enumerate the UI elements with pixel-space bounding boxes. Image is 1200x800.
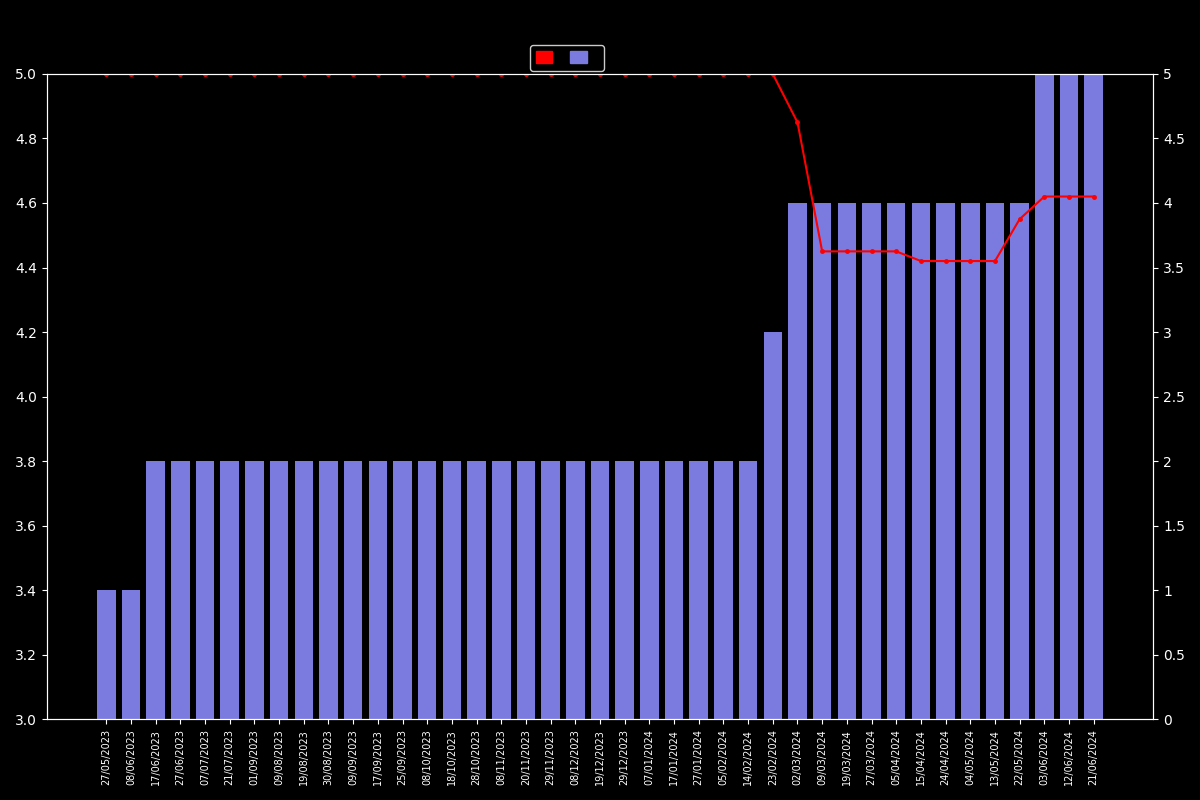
Bar: [1010, 203, 1028, 719]
Bar: [146, 461, 164, 719]
Bar: [985, 203, 1004, 719]
Bar: [344, 461, 362, 719]
Bar: [912, 203, 930, 719]
Bar: [812, 203, 832, 719]
Bar: [294, 461, 313, 719]
Legend: , : ,: [530, 46, 604, 70]
Bar: [863, 203, 881, 719]
Bar: [665, 461, 683, 719]
Bar: [1085, 74, 1103, 719]
Bar: [418, 461, 437, 719]
Bar: [467, 461, 486, 719]
Bar: [838, 203, 856, 719]
Bar: [616, 461, 634, 719]
Bar: [788, 203, 806, 719]
Bar: [690, 461, 708, 719]
Bar: [739, 461, 757, 719]
Bar: [270, 461, 288, 719]
Bar: [566, 461, 584, 719]
Bar: [1060, 74, 1079, 719]
Bar: [319, 461, 337, 719]
Bar: [763, 332, 782, 719]
Bar: [394, 461, 412, 719]
Bar: [121, 590, 140, 719]
Bar: [1036, 74, 1054, 719]
Bar: [443, 461, 461, 719]
Bar: [541, 461, 560, 719]
Bar: [172, 461, 190, 719]
Bar: [196, 461, 215, 719]
Bar: [590, 461, 610, 719]
Bar: [640, 461, 659, 719]
Bar: [492, 461, 510, 719]
Bar: [221, 461, 239, 719]
Bar: [368, 461, 388, 719]
Bar: [97, 590, 115, 719]
Bar: [517, 461, 535, 719]
Bar: [961, 203, 979, 719]
Bar: [936, 203, 955, 719]
Bar: [714, 461, 733, 719]
Bar: [245, 461, 264, 719]
Bar: [887, 203, 906, 719]
